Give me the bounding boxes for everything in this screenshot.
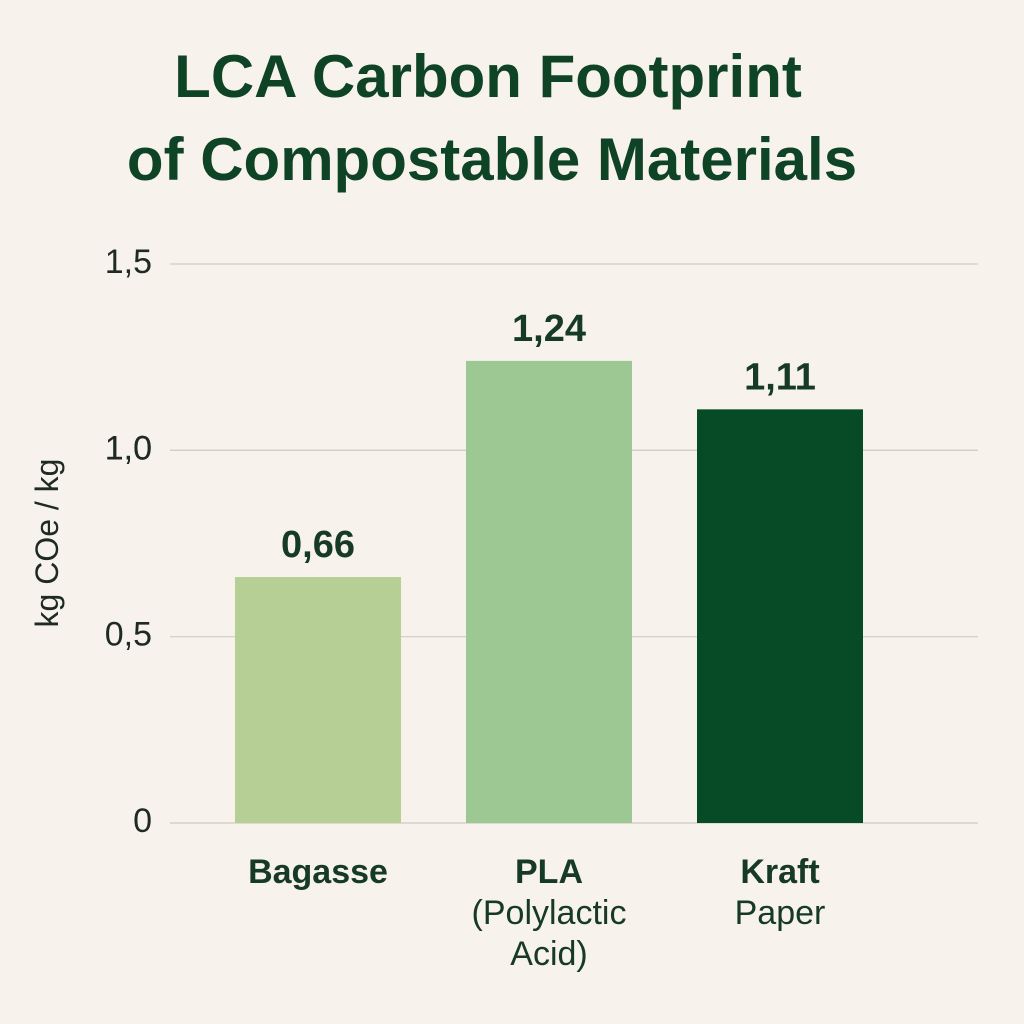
value-label: 0,66: [281, 524, 355, 566]
bar: [466, 360, 632, 823]
value-label: 1,11: [744, 356, 816, 398]
y-tick-label: 1,5: [105, 243, 152, 281]
y-tick-label: 0,5: [105, 616, 152, 654]
x-tick-label: PLA (Polylactic Acid): [471, 853, 627, 973]
bar: [235, 577, 401, 823]
x-tick-label: Kraft Paper: [734, 853, 826, 932]
y-tick-label: 1,0: [105, 429, 152, 467]
chart-title: LCA Carbon Footprint: [174, 43, 802, 110]
y-tick-label: 0: [133, 802, 152, 840]
y-axis-label: kg COe / kg: [29, 459, 65, 628]
value-label: 1,24: [512, 308, 586, 350]
chart-title: of Compostable Materials: [127, 126, 857, 193]
y-tick-label: 1,0: [105, 429, 152, 467]
x-tick-label: Bagasse: [248, 853, 388, 891]
bar: [697, 409, 863, 823]
